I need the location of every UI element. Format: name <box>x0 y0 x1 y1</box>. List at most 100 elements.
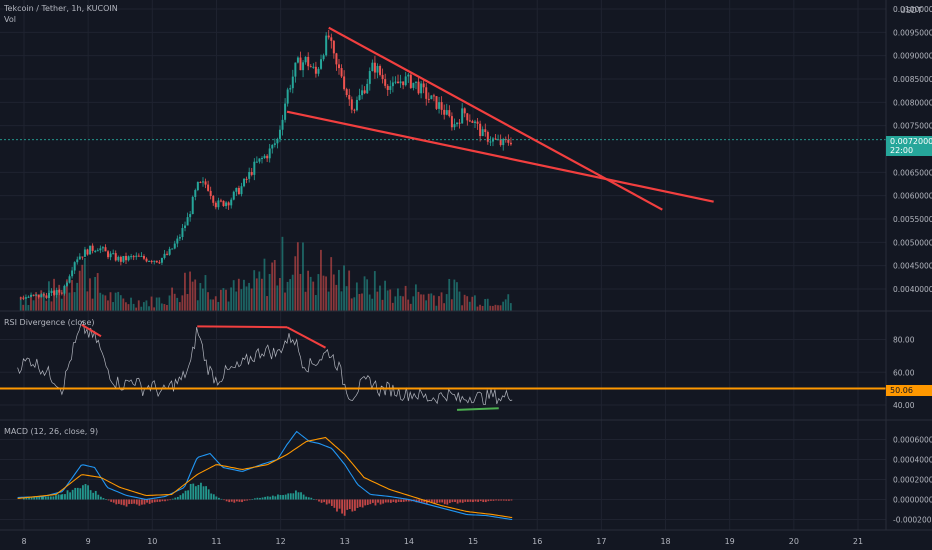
candle-body <box>255 161 258 163</box>
macd-histogram-bar <box>82 485 84 500</box>
volume-label[interactable]: Vol <box>4 15 16 24</box>
currency-label[interactable]: USDT <box>900 6 922 15</box>
candle-body <box>284 103 287 120</box>
macd-histogram-bar <box>228 499 231 503</box>
candle-body <box>148 260 151 262</box>
time-tick-label: 20 <box>789 537 799 546</box>
macd-histogram-bar <box>92 492 95 500</box>
volume-bar <box>107 300 109 311</box>
volume-bar <box>299 273 302 311</box>
candle-body <box>48 292 51 298</box>
macd-pane-label[interactable]: MACD (12, 26, close, 9) <box>4 427 99 436</box>
bearish-divergence-line <box>286 326 326 349</box>
volume-bar <box>402 296 404 311</box>
volume-bar <box>104 295 107 311</box>
macd-histogram-bar <box>392 499 395 503</box>
candle-body <box>404 76 407 86</box>
time-axis[interactable]: 8 9 10 11 12 13 14 15 16 17 18 19 20 21 <box>21 537 863 546</box>
candle-body <box>412 82 415 88</box>
volume-bar <box>361 293 363 311</box>
last-price-value: 0.00720000 <box>890 136 932 146</box>
candle-body <box>391 82 394 87</box>
candle-body <box>104 247 107 252</box>
candle-body <box>294 62 297 77</box>
macd-histogram-bar <box>384 499 387 503</box>
candle-body <box>245 178 248 180</box>
time-tick-label: 17 <box>596 537 606 546</box>
macd-histogram-bar <box>210 493 213 500</box>
volume-bar <box>24 298 27 311</box>
macd-histogram-bar <box>89 490 92 500</box>
time-tick-label: 19 <box>725 537 735 546</box>
macd-histogram-bar <box>377 499 379 503</box>
volume-bar <box>212 299 215 311</box>
trendlines <box>286 26 714 211</box>
pane-separators[interactable] <box>0 0 932 531</box>
volume-bar <box>230 287 233 311</box>
volume-bar <box>284 292 286 311</box>
volume-bar <box>243 279 245 311</box>
volume-bar <box>42 292 45 311</box>
macd-histogram-bar <box>423 499 426 503</box>
volume-bar <box>474 295 476 311</box>
macd-histogram-bar <box>400 499 403 503</box>
candle-body <box>96 250 99 252</box>
candle-body <box>435 96 438 109</box>
time-tick-label: 10 <box>147 537 157 546</box>
macd-histogram-bar <box>387 499 390 503</box>
symbol-title[interactable]: Tekcoin / Tether, 1h, KUCOIN <box>4 4 118 13</box>
volume-bar <box>491 305 494 311</box>
candle-body <box>248 172 251 179</box>
candle-body <box>278 129 281 139</box>
macd-histogram-bar <box>47 496 50 500</box>
candle-body <box>445 110 448 115</box>
volume-bar <box>22 304 25 311</box>
macd-histogram-bar <box>60 494 63 500</box>
rsi-pane-label[interactable]: RSI Divergence (close) <box>4 318 95 327</box>
volume-bar <box>494 304 497 311</box>
trendline-lower <box>286 110 714 203</box>
macd-histogram-bar <box>469 499 472 502</box>
macd-histogram-bar <box>194 486 197 500</box>
candle-body <box>150 260 153 262</box>
candle-body <box>214 202 217 208</box>
volume-bar <box>214 296 217 311</box>
volume-bar <box>158 297 161 311</box>
signal-line <box>17 436 513 519</box>
macd-histogram-bar <box>261 497 264 500</box>
volume-bar <box>453 279 456 311</box>
volume-bar <box>327 291 330 311</box>
candle-body <box>474 121 477 123</box>
macd-histogram-bar <box>202 486 205 500</box>
candle-body <box>481 129 484 137</box>
candle-body <box>312 66 315 68</box>
macd-histogram-bar <box>117 499 120 504</box>
volume-bar <box>86 291 89 311</box>
volume-bar <box>358 293 361 311</box>
candle-body <box>320 59 323 69</box>
candle-body <box>230 199 233 206</box>
volume-bar <box>58 284 61 311</box>
volume-bar <box>94 276 97 311</box>
macd-histogram-bar <box>107 499 110 501</box>
candle-body <box>366 83 369 94</box>
volume-bar <box>335 284 338 311</box>
candle-body <box>353 109 356 111</box>
volume-bar <box>168 295 171 311</box>
macd-histogram-bar <box>94 490 97 500</box>
volume-bar <box>425 300 428 311</box>
candle-body <box>343 76 346 90</box>
candle-body <box>296 57 299 63</box>
macd-histogram-bar <box>354 499 356 511</box>
volume-bar <box>366 279 369 311</box>
macd-histogram-bar <box>284 494 287 500</box>
volume-bar <box>163 304 166 311</box>
macd-histogram-bar <box>366 499 369 505</box>
volume-bar <box>391 302 394 311</box>
macd-histogram-bar <box>295 490 297 500</box>
candle-body <box>212 196 215 203</box>
